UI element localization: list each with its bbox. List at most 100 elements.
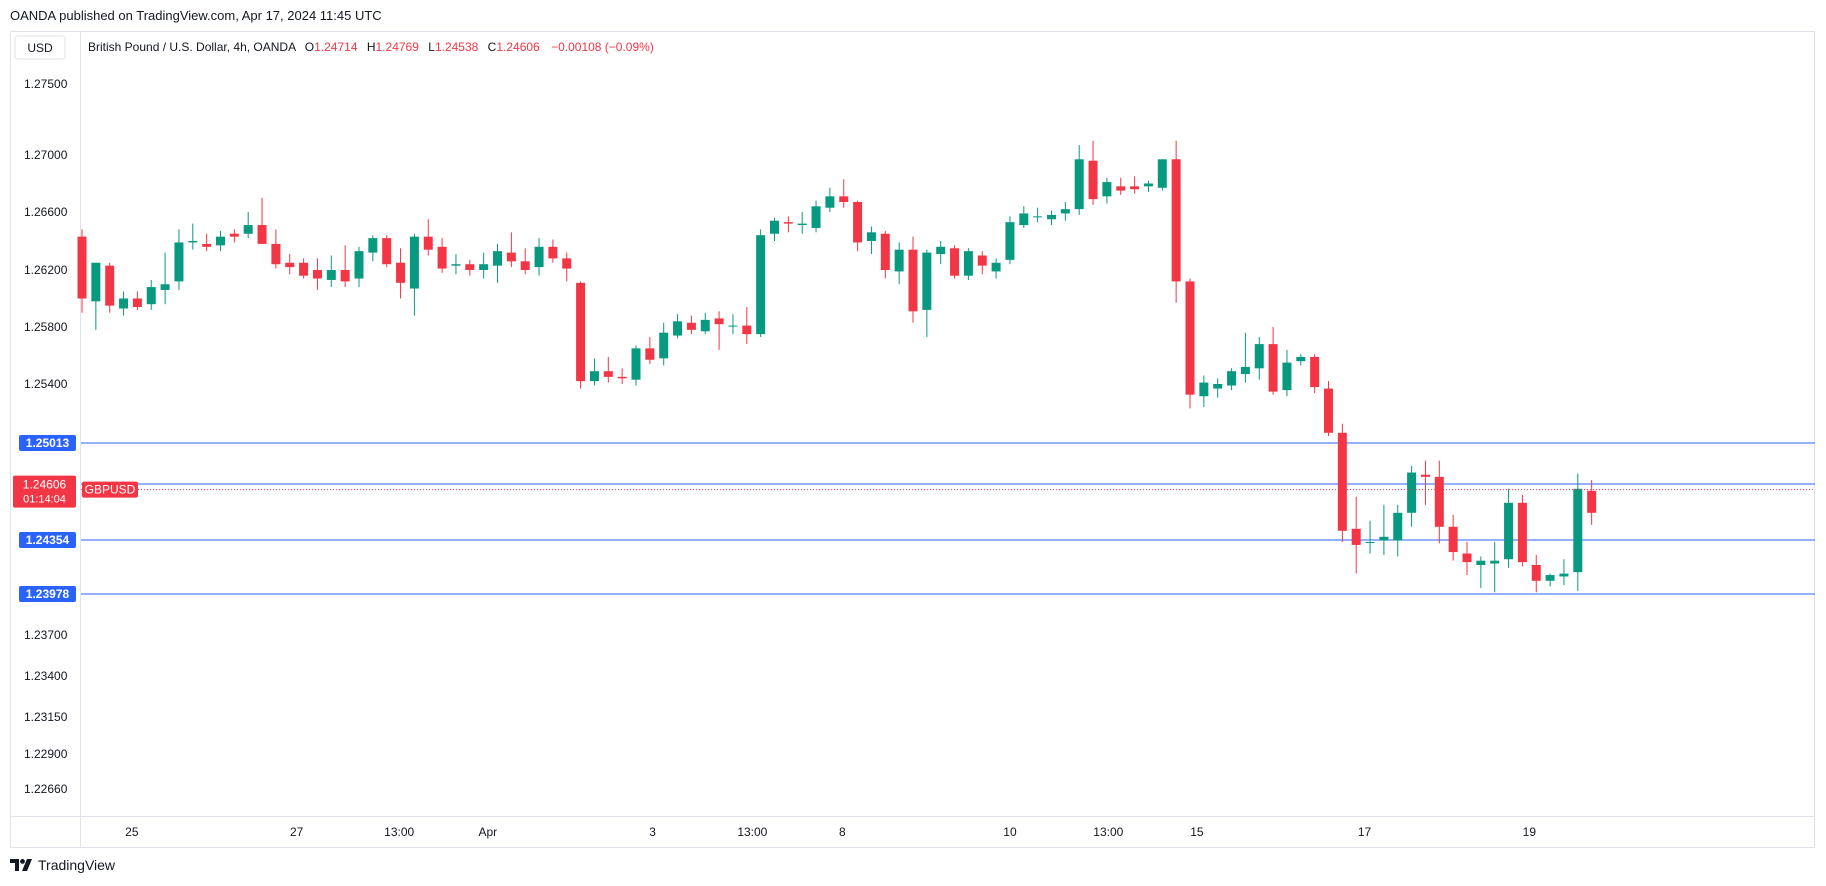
candle — [1240, 332, 1250, 383]
candle-body — [1088, 160, 1098, 200]
candle-body — [1434, 476, 1444, 527]
candle — [659, 322, 669, 366]
candle — [285, 254, 295, 275]
candle-body — [1407, 472, 1417, 513]
candle — [686, 315, 696, 335]
candle-body — [1531, 564, 1541, 581]
candle-body — [451, 264, 461, 266]
candle-body — [1130, 186, 1140, 190]
candle — [1143, 180, 1153, 193]
candle — [409, 233, 419, 316]
candle — [1434, 460, 1444, 544]
price-axis: 1.27500 1.27000 1.26600 1.26200 1.25800 1.254… — [24, 77, 68, 796]
candle-body — [1074, 159, 1084, 210]
candle — [714, 311, 724, 350]
candle — [1310, 354, 1320, 394]
candle — [257, 197, 267, 244]
last-price-tag — [13, 475, 76, 508]
candle-body — [1282, 362, 1292, 391]
candle — [645, 336, 655, 365]
legend-high-label: H — [367, 40, 376, 54]
candle — [396, 248, 406, 299]
candle-body — [91, 262, 101, 302]
legend-open-value: 1.24714 — [314, 40, 358, 54]
candle — [354, 246, 364, 288]
time-tick-label: 8 — [839, 825, 846, 839]
candle-body — [1587, 490, 1597, 513]
candle — [797, 212, 807, 234]
candle-body — [1171, 159, 1181, 282]
candle — [119, 291, 129, 316]
candle-body — [1213, 384, 1223, 389]
candle — [493, 243, 502, 283]
candle — [1254, 336, 1264, 380]
candle — [1047, 210, 1056, 226]
candle-body — [1296, 356, 1306, 362]
candle — [1227, 368, 1237, 391]
candle-body — [673, 321, 683, 336]
candle-body — [299, 262, 309, 276]
candle — [1074, 145, 1084, 215]
candle-body — [797, 223, 807, 226]
candle-body — [1199, 382, 1209, 397]
candle-body — [465, 264, 475, 270]
candle-body — [742, 325, 752, 335]
candle-body — [1157, 159, 1167, 188]
candle — [312, 258, 322, 290]
candle — [340, 245, 350, 288]
candle — [783, 216, 793, 233]
candle — [1088, 140, 1098, 205]
candle — [1587, 480, 1597, 525]
candle-body — [534, 246, 544, 268]
price-tick-label: 1.26600 — [24, 205, 68, 219]
last-price-marker: 1.24606 01:14:04 GBPUSD — [13, 475, 1815, 508]
candle-body — [1268, 344, 1278, 392]
candle-body — [1240, 366, 1250, 375]
candle — [1019, 206, 1029, 228]
candle-body — [908, 249, 918, 312]
candle-body — [396, 262, 406, 283]
candle-body — [950, 248, 960, 276]
price-tick-label: 1.27000 — [24, 148, 68, 162]
candle-body — [1504, 502, 1514, 560]
candle — [1351, 496, 1361, 574]
candle-body — [1420, 474, 1430, 477]
legend-open-label: O — [305, 40, 314, 54]
candle-body — [1476, 560, 1486, 565]
legend-close-value: 1.24606 — [496, 40, 540, 54]
candle-body — [423, 236, 433, 250]
candle-body — [617, 376, 627, 379]
candle-body — [229, 233, 239, 237]
candle — [216, 230, 225, 252]
candle — [160, 252, 170, 305]
tradingview-logo-icon — [10, 859, 32, 871]
candle — [603, 356, 613, 383]
candle — [853, 200, 863, 252]
candle-body — [216, 236, 225, 246]
candle — [839, 179, 849, 208]
candle — [1365, 520, 1375, 554]
time-tick-label: 17 — [1358, 825, 1372, 839]
candle-body — [409, 236, 419, 289]
candle — [1559, 559, 1569, 586]
candle-body — [548, 246, 558, 259]
candle-body — [479, 264, 489, 270]
candle — [894, 242, 904, 285]
level-price-tag — [19, 435, 76, 451]
candle-body — [340, 270, 350, 282]
candle — [534, 238, 544, 276]
candle — [811, 200, 821, 233]
candle-body — [1047, 214, 1056, 220]
candle-body — [1490, 560, 1500, 564]
candle-body — [119, 298, 129, 309]
currency-button[interactable] — [14, 35, 66, 60]
candle — [243, 212, 253, 239]
candle — [1573, 473, 1583, 591]
candle — [1213, 378, 1223, 398]
candle — [589, 358, 599, 386]
candle-body — [1310, 356, 1320, 388]
symbol-tag — [82, 481, 138, 498]
candle-body — [1365, 542, 1375, 544]
candle-body — [354, 251, 364, 279]
